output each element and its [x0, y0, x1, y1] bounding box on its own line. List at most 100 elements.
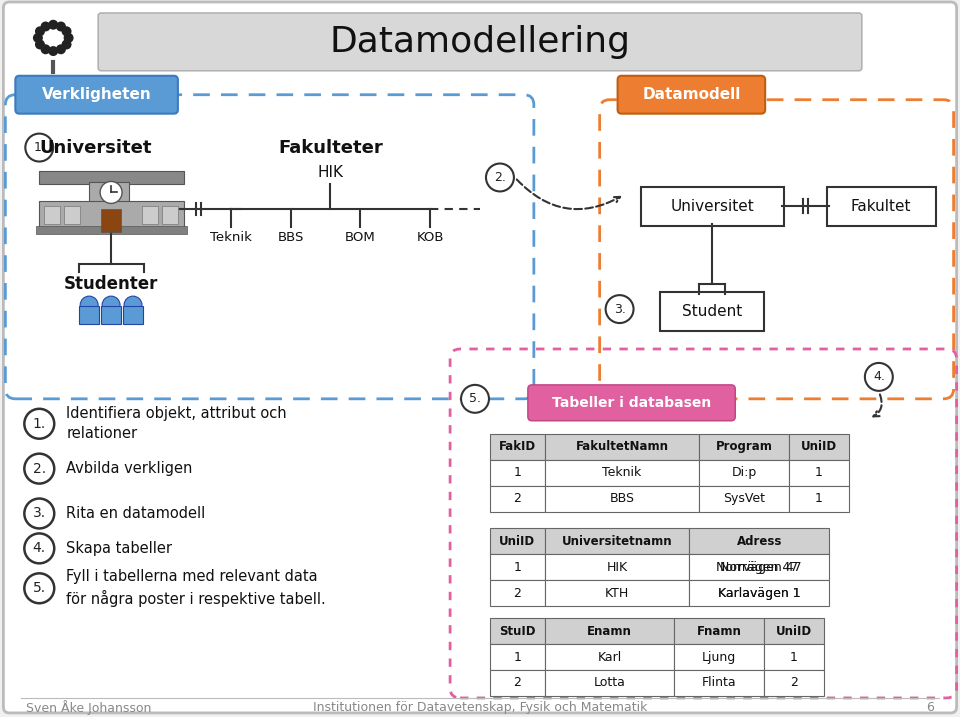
- Bar: [689, 580, 829, 607]
- Bar: [699, 485, 789, 511]
- Circle shape: [63, 33, 74, 43]
- Text: Adress: Adress: [736, 535, 781, 548]
- Text: 2: 2: [514, 587, 521, 599]
- Text: Norrägen 47: Norrägen 47: [720, 561, 799, 574]
- Bar: [545, 434, 699, 460]
- Bar: [142, 206, 158, 224]
- Text: Karl: Karl: [597, 650, 622, 663]
- Text: Flinta: Flinta: [702, 677, 736, 690]
- Text: 5.: 5.: [33, 581, 46, 595]
- Text: 5.: 5.: [469, 392, 481, 405]
- Bar: [490, 554, 545, 580]
- FancyBboxPatch shape: [4, 2, 956, 713]
- Circle shape: [24, 574, 55, 603]
- Bar: [789, 460, 849, 485]
- Circle shape: [865, 363, 893, 391]
- Text: 6: 6: [925, 701, 934, 714]
- FancyBboxPatch shape: [640, 187, 784, 227]
- Bar: [545, 644, 675, 670]
- Text: Institutionen för Datavetenskap, Fysik och Matematik: Institutionen för Datavetenskap, Fysik o…: [313, 701, 647, 714]
- Text: Enamn: Enamn: [588, 625, 632, 637]
- Bar: [545, 528, 689, 554]
- Text: BBS: BBS: [277, 231, 303, 244]
- FancyBboxPatch shape: [15, 76, 178, 114]
- Text: Avbilda verkligen: Avbilda verkligen: [66, 461, 193, 476]
- Text: 3.: 3.: [33, 506, 46, 521]
- Bar: [44, 206, 60, 224]
- Text: Datamodellering: Datamodellering: [329, 25, 631, 59]
- Circle shape: [124, 296, 142, 314]
- Circle shape: [81, 296, 98, 314]
- Text: KTH: KTH: [605, 587, 629, 599]
- Bar: [490, 434, 545, 460]
- Text: 1.: 1.: [34, 141, 45, 154]
- Text: Di:p: Di:p: [732, 466, 756, 479]
- Circle shape: [61, 27, 72, 37]
- Bar: [675, 618, 764, 644]
- Bar: [545, 554, 689, 580]
- Circle shape: [56, 44, 66, 54]
- Circle shape: [40, 22, 51, 32]
- Circle shape: [61, 39, 72, 49]
- Text: 1.: 1.: [33, 417, 46, 431]
- Text: Karlavägen 1: Karlavägen 1: [718, 587, 801, 599]
- Text: Teknik: Teknik: [603, 466, 641, 479]
- Text: 1: 1: [514, 650, 521, 663]
- Text: BBS: BBS: [610, 492, 635, 505]
- Bar: [764, 618, 824, 644]
- Bar: [545, 460, 699, 485]
- Text: 1: 1: [514, 561, 521, 574]
- Text: Fakulteter: Fakulteter: [278, 138, 383, 156]
- Text: 4.: 4.: [873, 371, 885, 384]
- Text: 1: 1: [815, 466, 823, 479]
- Bar: [101, 306, 121, 324]
- Bar: [699, 460, 789, 485]
- FancyBboxPatch shape: [827, 187, 936, 227]
- Bar: [545, 670, 675, 696]
- Text: HIK: HIK: [607, 561, 628, 574]
- Circle shape: [24, 454, 55, 483]
- Text: Identifiera objekt, attribut och
relationer: Identifiera objekt, attribut och relatio…: [66, 407, 287, 441]
- Circle shape: [461, 385, 489, 413]
- Bar: [699, 434, 789, 460]
- Text: Universitetnamn: Universitetnamn: [562, 535, 672, 548]
- Bar: [101, 209, 121, 232]
- Text: 2.: 2.: [33, 462, 46, 475]
- Text: Fakultet: Fakultet: [851, 199, 911, 214]
- Bar: [490, 618, 545, 644]
- Circle shape: [100, 181, 122, 204]
- Bar: [490, 670, 545, 696]
- Bar: [789, 434, 849, 460]
- Text: UniID: UniID: [801, 440, 837, 453]
- Bar: [39, 201, 184, 229]
- Bar: [764, 644, 824, 670]
- Text: SysVet: SysVet: [723, 492, 765, 505]
- Text: Program: Program: [716, 440, 773, 453]
- Text: Ljung: Ljung: [702, 650, 736, 663]
- Circle shape: [40, 44, 51, 54]
- FancyBboxPatch shape: [617, 76, 765, 114]
- Bar: [490, 485, 545, 511]
- Text: Teknik: Teknik: [210, 231, 252, 244]
- Text: Universitet: Universitet: [670, 199, 755, 214]
- Bar: [689, 528, 829, 554]
- Bar: [545, 580, 689, 607]
- FancyBboxPatch shape: [98, 13, 862, 71]
- FancyBboxPatch shape: [528, 385, 735, 421]
- Circle shape: [25, 133, 53, 161]
- Text: UniID: UniID: [776, 625, 812, 637]
- Circle shape: [35, 39, 45, 49]
- Text: Verkligheten: Verkligheten: [42, 87, 152, 103]
- Circle shape: [48, 46, 59, 56]
- Text: UniID: UniID: [499, 535, 536, 548]
- Bar: [545, 485, 699, 511]
- Bar: [675, 670, 764, 696]
- Bar: [490, 580, 545, 607]
- Bar: [89, 182, 129, 204]
- Bar: [764, 670, 824, 696]
- Circle shape: [35, 27, 45, 37]
- Text: 2: 2: [514, 492, 521, 505]
- Text: StuID: StuID: [499, 625, 536, 637]
- Text: FakultetNamn: FakultetNamn: [576, 440, 668, 453]
- Text: Karlavägen 1: Karlavägen 1: [718, 587, 801, 599]
